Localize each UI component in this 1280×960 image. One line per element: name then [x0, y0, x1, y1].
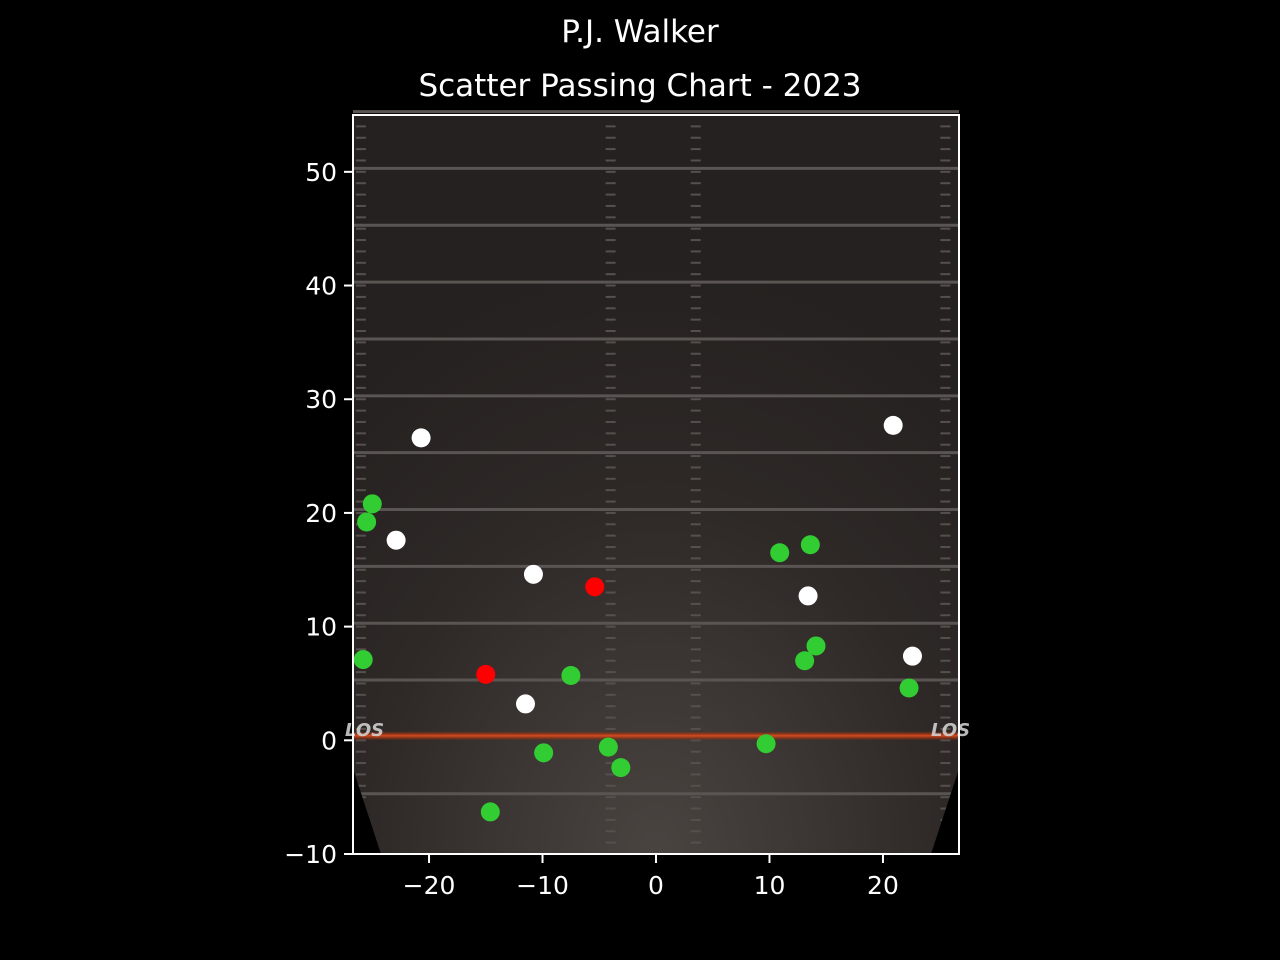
chart-title: Scatter Passing Chart - 2023	[418, 68, 862, 104]
plot-area: LOS LOS	[345, 110, 970, 854]
y-axis: −10 0 10 20 30 40 50	[284, 158, 353, 869]
data-point	[357, 512, 377, 532]
data-point	[795, 651, 815, 671]
data-point	[523, 564, 543, 584]
data-point	[899, 678, 919, 698]
x-tick-label: 20	[867, 871, 899, 900]
data-point	[476, 664, 496, 684]
data-point	[770, 543, 790, 563]
x-axis: −20 −10 0 10 20	[403, 854, 899, 900]
field-corner-left	[353, 768, 381, 854]
data-point	[362, 494, 382, 514]
y-tick-label: 30	[305, 385, 337, 414]
data-point	[800, 535, 820, 555]
x-tick-label: −10	[516, 871, 569, 900]
data-point	[902, 646, 922, 666]
y-tick-label: 50	[305, 158, 337, 187]
x-tick-label: 10	[754, 871, 786, 900]
data-point	[480, 802, 500, 822]
y-tick-label: 10	[305, 613, 337, 642]
line-of-scrimmage	[353, 731, 959, 740]
data-point	[598, 737, 618, 757]
field-background	[353, 115, 959, 854]
data-point	[585, 577, 605, 597]
los-label-right: LOS	[931, 720, 970, 741]
data-point	[386, 530, 406, 550]
y-tick-label: 20	[305, 499, 337, 528]
data-point	[883, 415, 903, 435]
field-corner-right	[931, 768, 959, 854]
data-point	[515, 694, 535, 714]
data-point	[806, 636, 826, 656]
page-title: P.J. Walker	[561, 14, 719, 50]
data-point	[534, 743, 554, 763]
data-points	[353, 415, 922, 822]
field-yard-lines	[353, 110, 959, 796]
x-tick-label: −20	[403, 871, 456, 900]
data-point	[756, 734, 776, 754]
data-point	[798, 586, 818, 606]
y-tick-label: 0	[321, 726, 337, 755]
data-point	[561, 666, 581, 686]
y-tick-label: 40	[305, 272, 337, 301]
los-label-left: LOS	[345, 720, 384, 741]
data-point	[611, 758, 631, 778]
data-point	[353, 650, 373, 670]
x-tick-label: 0	[648, 871, 664, 900]
data-point	[411, 428, 431, 448]
y-tick-label: −10	[284, 840, 337, 869]
